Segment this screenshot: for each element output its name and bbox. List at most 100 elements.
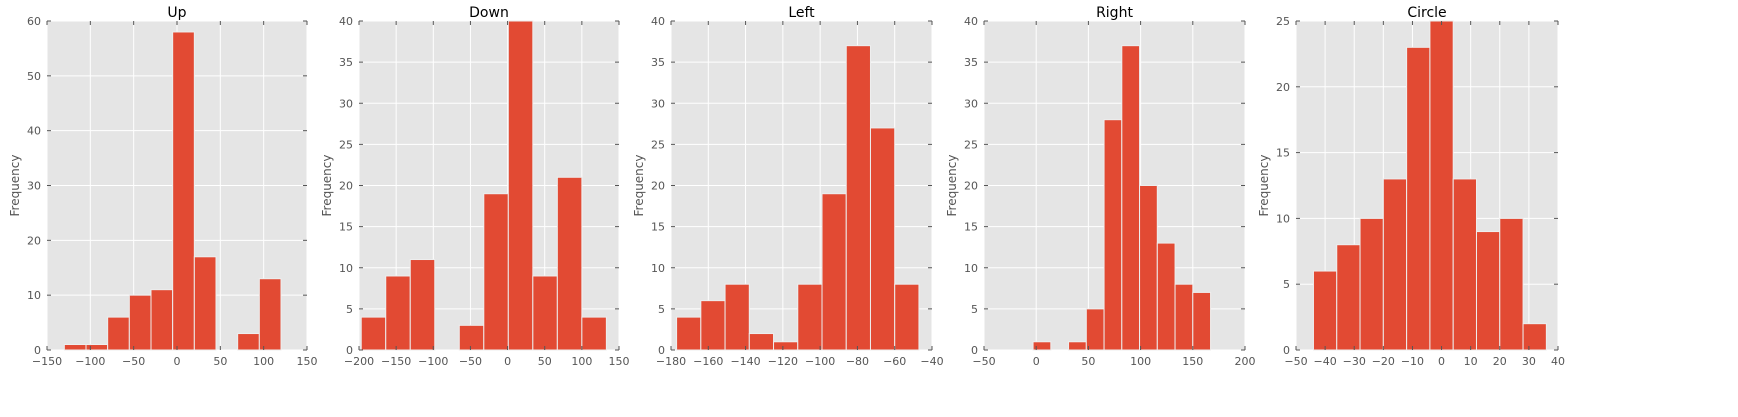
y-tick-label: 60 xyxy=(27,15,41,28)
histogram-bar xyxy=(1382,178,1408,351)
histogram-bar xyxy=(1068,341,1087,351)
panel-title: Down xyxy=(469,5,509,21)
histogram-bar xyxy=(409,259,436,351)
y-tick-label: 10 xyxy=(339,262,353,275)
y-tick-label: 15 xyxy=(964,221,978,234)
histogram-bar xyxy=(63,344,87,351)
y-axis-label: Frequency xyxy=(632,155,646,217)
y-axis-label: Frequency xyxy=(8,155,22,217)
y-tick-label: 40 xyxy=(339,15,353,28)
histogram-bar xyxy=(1156,242,1176,351)
histogram-bar xyxy=(845,45,871,351)
histogram-bar xyxy=(150,289,174,351)
panel-title: Up xyxy=(167,5,186,21)
y-tick-label: 15 xyxy=(339,221,353,234)
histogram-bar xyxy=(458,324,485,351)
histogram-bar xyxy=(1139,185,1158,351)
x-tick-label: 150 xyxy=(1182,355,1203,368)
histogram-bar xyxy=(748,333,775,351)
panel-title: Right xyxy=(1096,5,1133,21)
histogram-bar xyxy=(1174,283,1194,351)
histogram-bar xyxy=(1359,217,1384,351)
x-tick-label: 20 xyxy=(1493,355,1507,368)
panel-up: −150 −100 −50 0 50 100 150 0 10 20 30 40 50 60 Up Frequ… xyxy=(8,5,318,368)
histogram-bar xyxy=(1522,323,1547,351)
x-tick-label: −120 xyxy=(768,355,798,368)
histogram-bar xyxy=(483,193,509,351)
x-tick-label: 0 xyxy=(174,355,181,368)
y-tick-label: 50 xyxy=(27,70,41,83)
histogram-bar xyxy=(894,283,920,351)
histogram-bar xyxy=(1312,270,1338,351)
x-tick-label: 100 xyxy=(1130,355,1151,368)
x-tick-label: 0 xyxy=(504,355,511,368)
histogram-bar xyxy=(724,283,750,351)
x-tick-label: −100 xyxy=(75,355,105,368)
histogram-bar xyxy=(385,275,411,351)
histogram-bar xyxy=(581,316,607,351)
panel-title: Left xyxy=(788,5,815,21)
y-tick-label: 25 xyxy=(964,138,978,151)
y-tick-label: 30 xyxy=(339,97,353,110)
y-tick-label: 20 xyxy=(651,180,665,193)
y-tick-label: 15 xyxy=(1276,147,1290,160)
histogram-bar xyxy=(1336,244,1361,351)
y-tick-label: 30 xyxy=(964,97,978,110)
y-tick-label: 10 xyxy=(651,262,665,275)
y-tick-label: 10 xyxy=(27,289,41,302)
y-tick-label: 5 xyxy=(346,303,353,316)
y-tick-label: 20 xyxy=(27,234,41,247)
x-tick-label: −150 xyxy=(32,355,62,368)
histogram-bar xyxy=(507,20,534,351)
x-tick-label: 30 xyxy=(1522,355,1536,368)
y-tick-label: 35 xyxy=(964,56,978,69)
histogram-bar xyxy=(258,278,282,351)
x-tick-label: 100 xyxy=(571,355,592,368)
histogram-bar xyxy=(869,127,896,351)
x-tick-label: −50 xyxy=(972,355,995,368)
histogram-bar xyxy=(1406,46,1431,351)
histogram-bar xyxy=(821,193,847,351)
x-tick-label: 100 xyxy=(253,355,274,368)
x-tick-label: 200 xyxy=(1235,355,1256,368)
histogram-bar xyxy=(1085,308,1105,351)
y-tick-label: 10 xyxy=(1276,212,1290,225)
panel-left: −180 −160 −140 −120 −100 −80 −60 −40 0 5 10 15 20 25 3… xyxy=(632,5,944,368)
x-tick-label: −50 xyxy=(122,355,145,368)
x-tick-label: 10 xyxy=(1464,355,1478,368)
x-tick-label: 0 xyxy=(1033,355,1040,368)
x-tick-label: −150 xyxy=(381,355,411,368)
histogram-bar xyxy=(1103,119,1123,351)
histogram-bar xyxy=(107,316,130,351)
x-tick-label: −100 xyxy=(805,355,835,368)
histogram-bar xyxy=(1192,291,1212,351)
x-tick-label: 150 xyxy=(297,355,318,368)
y-tick-label: 20 xyxy=(1276,81,1290,94)
histogram-bar xyxy=(128,294,152,351)
histogram-bar xyxy=(172,31,195,351)
y-tick-label: 40 xyxy=(27,125,41,138)
y-tick-label: 30 xyxy=(27,180,41,193)
y-tick-label: 35 xyxy=(339,56,353,69)
y-tick-label: 0 xyxy=(1283,344,1290,357)
y-tick-label: 10 xyxy=(964,262,978,275)
x-tick-label: −50 xyxy=(1284,355,1307,368)
x-tick-label: −200 xyxy=(344,355,374,368)
histogram-bar xyxy=(773,341,799,351)
y-tick-label: 40 xyxy=(964,15,978,28)
y-tick-label: 20 xyxy=(339,180,353,193)
y-tick-label: 0 xyxy=(658,344,665,357)
histogram-bar xyxy=(532,275,558,351)
x-tick-label: 150 xyxy=(609,355,630,368)
y-axis-label: Frequency xyxy=(1257,155,1271,217)
panel-circle: −50 −40 −30 −20 −10 0 10 20 30 40 0 5 10 15 20 25 Circle… xyxy=(1257,5,1565,368)
x-tick-label: −40 xyxy=(920,355,943,368)
y-tick-label: 5 xyxy=(971,303,978,316)
x-tick-label: −100 xyxy=(418,355,448,368)
x-tick-label: −30 xyxy=(1343,355,1366,368)
histogram-bar xyxy=(1452,178,1477,351)
x-tick-label: −40 xyxy=(1314,355,1337,368)
y-tick-label: 0 xyxy=(346,344,353,357)
